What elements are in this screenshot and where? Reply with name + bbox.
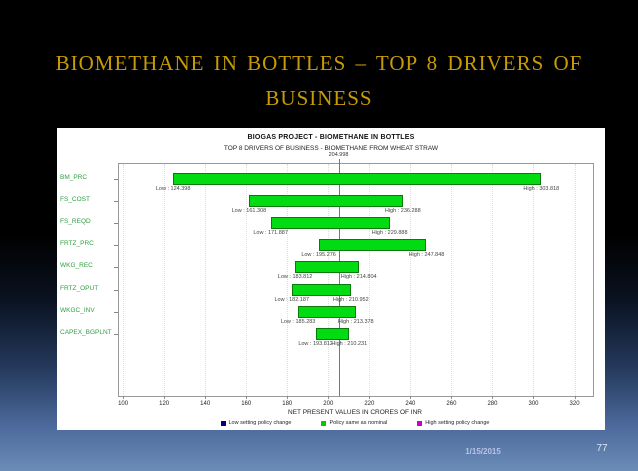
x-axis-tick (287, 396, 289, 399)
base-case-value-label: 204.998 (328, 152, 349, 158)
gridline (328, 164, 330, 396)
x-axis-tick-label: 220 (364, 401, 375, 407)
category-label: WKG_REC (60, 262, 93, 270)
category-axis-tick (114, 245, 118, 247)
bar-high-label: High : 229.888 (371, 230, 408, 237)
tornado-bar (318, 239, 427, 252)
category-label: FS_COST (60, 196, 90, 204)
bar-low-label: Low : 124.398 (155, 186, 191, 192)
category-axis-tick (114, 289, 118, 291)
legend-label: Low setting policy change (228, 420, 292, 426)
bar-high-label: High : 210.952 (332, 296, 369, 303)
legend-swatch (321, 420, 327, 426)
tornado-bar (291, 283, 351, 296)
gridline (451, 164, 453, 396)
tornado-bar (248, 195, 403, 208)
gridline (533, 164, 535, 396)
x-axis-tick-label: 140 (200, 401, 211, 407)
bar-low-label: Low : 161.308 (231, 208, 267, 215)
legend-item: High setting policy change (417, 420, 489, 426)
x-axis-tick (164, 396, 166, 399)
page-number: 77 (596, 443, 608, 454)
x-axis-tick-label: 240 (405, 401, 416, 407)
x-axis-tick (205, 396, 207, 399)
bar-high-label: High : 210.231 (331, 340, 368, 347)
x-axis-tick (492, 396, 494, 399)
x-axis-tick (328, 396, 330, 399)
legend-swatch (220, 420, 226, 426)
x-axis-tick (533, 396, 535, 399)
legend-item: Low setting policy change (220, 420, 292, 426)
slide-title: BIOMETHANE IN BOTTLES – TOP 8 DRIVERS OF… (28, 46, 610, 116)
category-axis-tick (114, 223, 118, 225)
x-axis-tick-label: 100 (118, 401, 129, 407)
gridline (492, 164, 494, 396)
x-axis-label: NET PRESENT VALUES IN CRORES OF INR (288, 409, 422, 416)
x-axis-tick-label: 200 (323, 401, 334, 407)
bar-low-label: Low : 182.187 (274, 296, 310, 303)
gridline (287, 164, 289, 396)
bar-low-label: Low : 183.812 (277, 274, 313, 281)
category-label: BM_PRC (60, 174, 88, 181)
gridline (205, 164, 207, 396)
gridline (164, 164, 166, 396)
base-case-line (338, 159, 340, 396)
tornado-bar (298, 305, 356, 318)
category-axis-tick (114, 267, 118, 269)
x-axis-tick (369, 396, 371, 399)
x-axis-tick-label: 320 (569, 401, 580, 407)
x-axis-tick (246, 396, 248, 399)
category-label: FS_REQD (60, 218, 91, 226)
legend-item: Policy same as nominal (321, 420, 387, 426)
legend-swatch (417, 420, 423, 426)
x-axis-tick-label: 260 (446, 401, 457, 407)
category-label: FRTZ_PRC (60, 240, 94, 248)
chart-title: BIOGAS PROJECT - BIOMETHANE IN BOTTLES (247, 134, 415, 141)
chart-subtitle: TOP 8 DRIVERS OF BUSINESS - BIOMETHANE F… (223, 145, 439, 152)
footer-date: 1/15/2015 (465, 447, 501, 456)
category-label: CAPEX_BGPLNT (60, 328, 112, 336)
bar-high-label: High : 303.818 (523, 186, 560, 192)
x-axis-tick (574, 396, 576, 399)
category-axis-tick (114, 179, 118, 180)
category-label: WKGC_INV (60, 306, 95, 314)
x-axis-tick-label: 180 (282, 401, 293, 407)
bar-low-label: Low : 195.276 (301, 252, 336, 259)
gridline (369, 164, 371, 396)
x-axis-tick (451, 396, 453, 399)
legend-label: High setting policy change (425, 420, 490, 426)
x-axis-tick (123, 396, 125, 399)
bar-low-label: Low : 185.283 (280, 318, 316, 325)
bar-high-label: High : 214.804 (340, 274, 377, 281)
tornado-bar (173, 173, 542, 185)
tornado-chart-panel: BIOGAS PROJECT - BIOMETHANE IN BOTTLES T… (57, 128, 605, 430)
tornado-bar (315, 327, 350, 340)
x-axis-tick-label: 160 (241, 401, 252, 407)
x-axis-tick-label: 300 (528, 401, 539, 407)
gridline (123, 164, 125, 396)
bar-high-label: High : 213.378 (337, 318, 374, 325)
bar-high-label: High : 247.848 (408, 252, 445, 259)
category-axis-tick (114, 333, 118, 335)
slide-title-line1: BIOMETHANE IN BOTTLES – TOP 8 DRIVERS OF (55, 51, 583, 75)
bar-low-label: Low : 193.812 (298, 340, 333, 347)
category-axis-tick (114, 201, 118, 203)
bar-low-label: Low : 171.887 (253, 230, 288, 237)
x-axis-tick-label: 120 (159, 401, 170, 407)
x-axis-tick (410, 396, 412, 399)
legend-label: Policy same as nominal (329, 420, 388, 426)
plot-area: 100 120 140 160 180 200 220 240 260 280 300 320 204.… (114, 152, 594, 407)
gridline (410, 164, 412, 396)
chart-legend: Low setting policy change Policy same as … (118, 420, 592, 426)
gridline (246, 164, 248, 396)
x-axis-tick-label: 280 (487, 401, 498, 407)
slide-title-line2: BUSINESS (265, 86, 373, 110)
tornado-bar (270, 217, 390, 230)
category-label: FRTZ_OPUT (60, 284, 99, 292)
bar-high-label: High : 236.288 (384, 208, 421, 215)
tornado-bar (295, 261, 359, 274)
gridline (574, 164, 576, 396)
category-axis-tick (114, 311, 118, 313)
